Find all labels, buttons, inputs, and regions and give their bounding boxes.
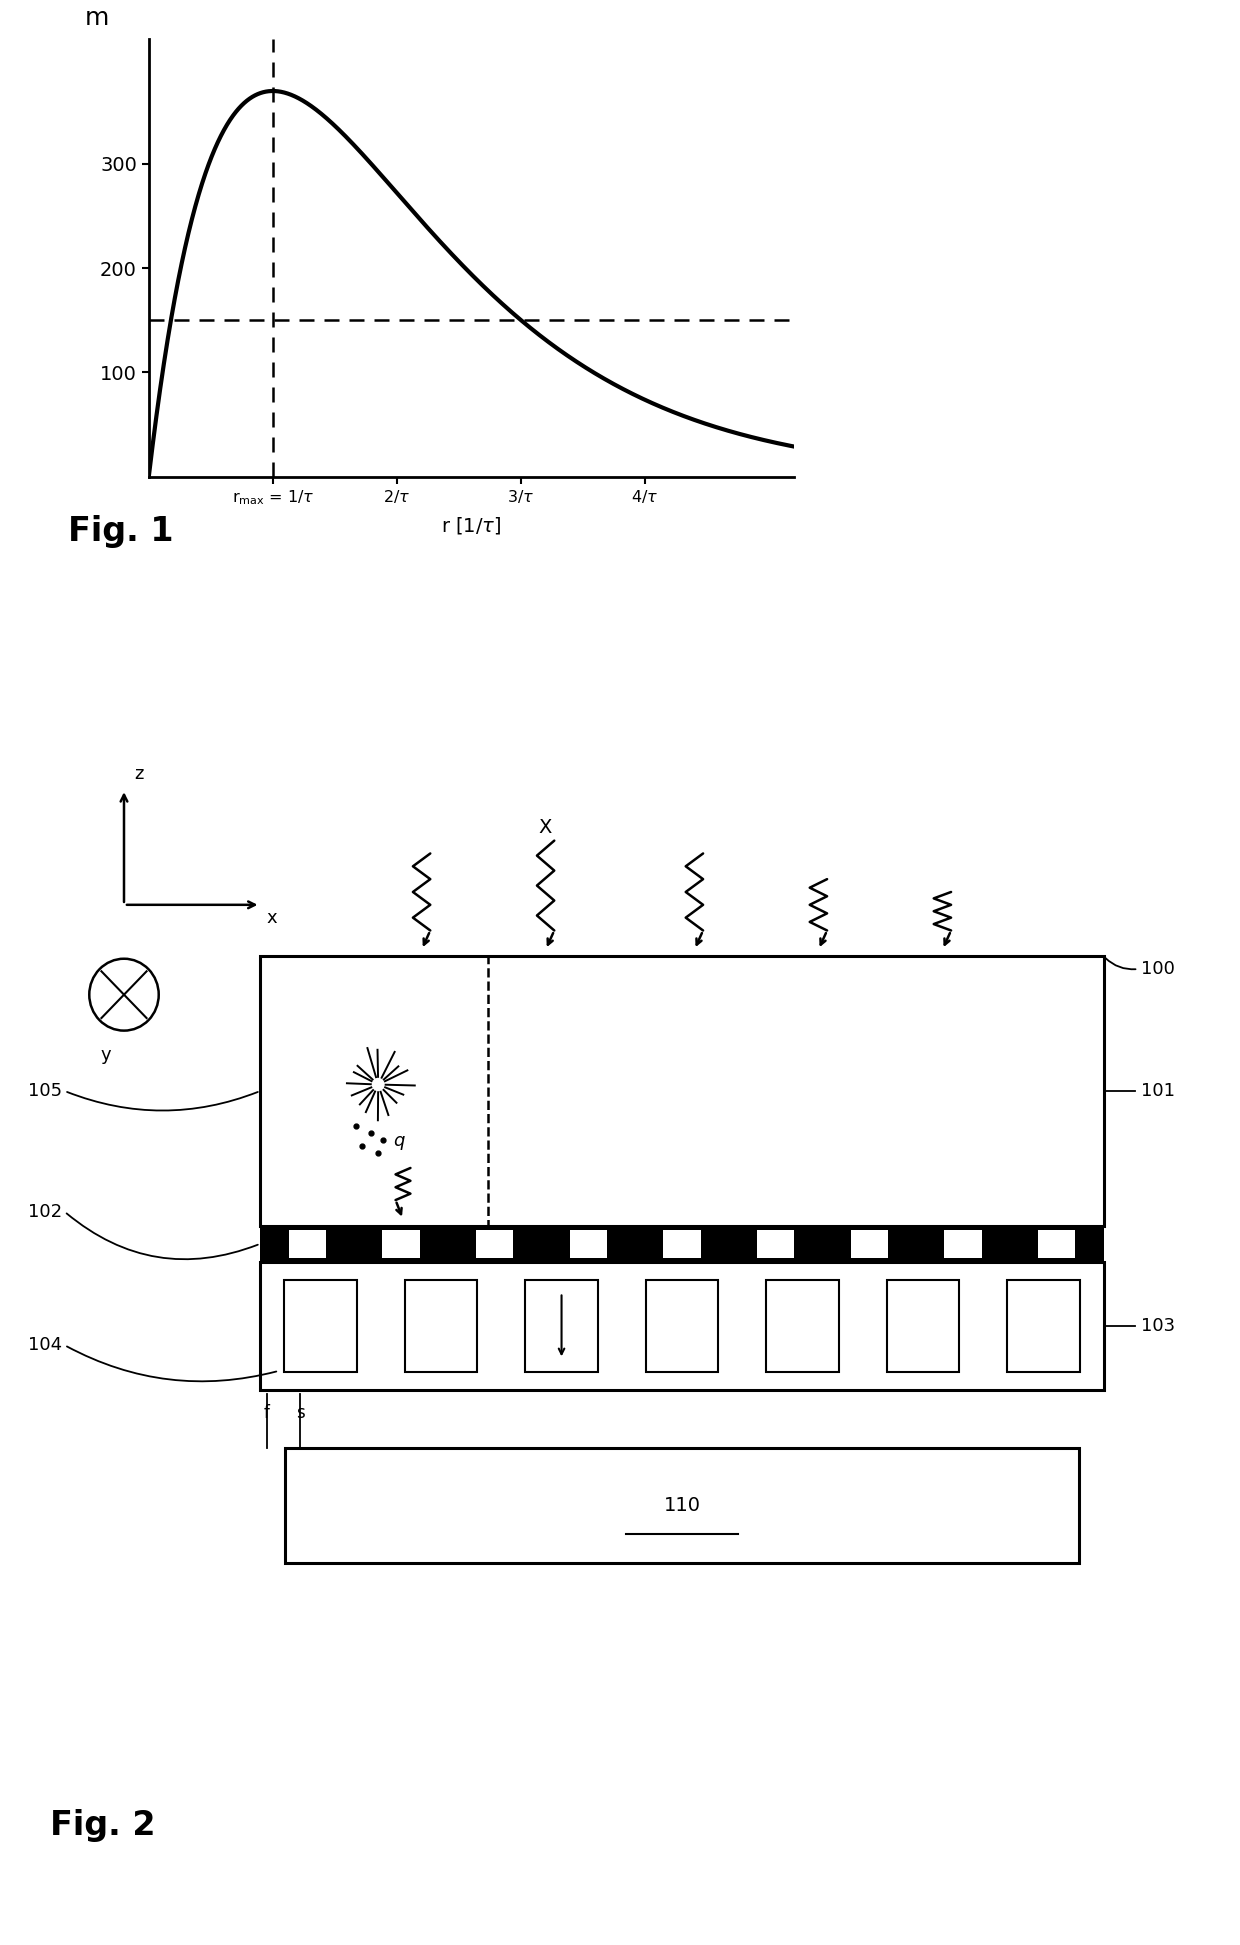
Text: 105: 105 bbox=[27, 1081, 62, 1101]
Bar bbox=[285, 1447, 1079, 1564]
Bar bbox=[260, 957, 1104, 1225]
Y-axis label: m: m bbox=[86, 6, 109, 31]
Text: 102: 102 bbox=[27, 1202, 62, 1221]
Text: s: s bbox=[295, 1404, 305, 1422]
Bar bbox=[569, 1229, 608, 1258]
Text: X: X bbox=[539, 819, 552, 836]
Bar bbox=[945, 1229, 982, 1258]
Text: f: f bbox=[264, 1404, 269, 1422]
Text: 110: 110 bbox=[663, 1496, 701, 1515]
Bar bbox=[646, 1280, 718, 1371]
Text: 104: 104 bbox=[27, 1336, 62, 1354]
Text: x: x bbox=[267, 908, 278, 926]
Bar bbox=[887, 1280, 959, 1371]
Bar bbox=[260, 1225, 1104, 1262]
Bar bbox=[663, 1229, 701, 1258]
X-axis label: r [1/$\tau$]: r [1/$\tau$] bbox=[441, 515, 501, 537]
Bar bbox=[476, 1229, 513, 1258]
Bar bbox=[382, 1229, 419, 1258]
Bar bbox=[284, 1280, 357, 1371]
Bar bbox=[260, 957, 489, 1225]
Bar bbox=[1007, 1280, 1080, 1371]
Bar bbox=[851, 1229, 888, 1258]
Text: z: z bbox=[134, 764, 144, 782]
Text: Fig. 2: Fig. 2 bbox=[50, 1809, 155, 1842]
Bar bbox=[756, 1229, 795, 1258]
Bar bbox=[405, 1280, 477, 1371]
Bar bbox=[526, 1280, 598, 1371]
Text: 100: 100 bbox=[1141, 961, 1174, 978]
Bar bbox=[766, 1280, 838, 1371]
Bar bbox=[1038, 1229, 1075, 1258]
Text: y: y bbox=[100, 1046, 110, 1064]
Bar bbox=[260, 1262, 1104, 1391]
Text: Fig. 1: Fig. 1 bbox=[68, 515, 174, 548]
Text: q: q bbox=[393, 1132, 404, 1149]
Bar bbox=[289, 1229, 326, 1258]
Text: 103: 103 bbox=[1141, 1317, 1176, 1334]
Text: 101: 101 bbox=[1141, 1081, 1174, 1101]
